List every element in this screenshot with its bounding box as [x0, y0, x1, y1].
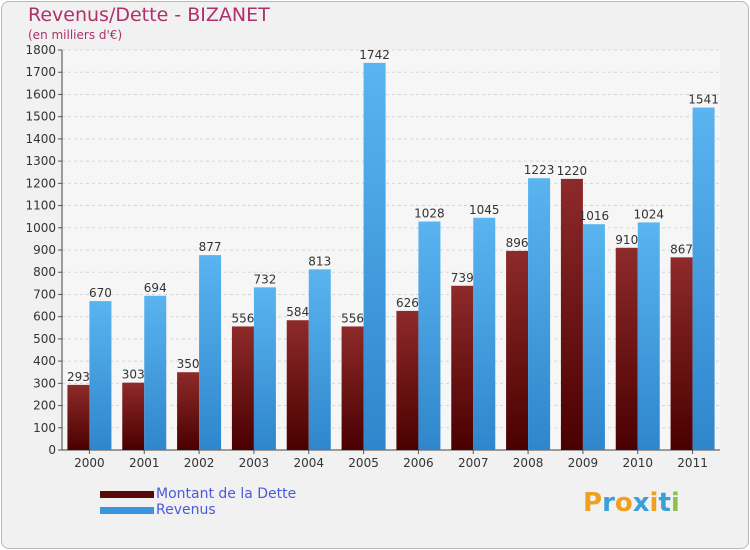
- debt-value-label: 556: [231, 311, 254, 325]
- revenue-value-label: 877: [199, 240, 222, 254]
- debt-bar: [396, 310, 419, 450]
- legend-swatch-dette: [100, 490, 154, 498]
- revenue-value-label: 1028: [414, 207, 445, 221]
- legend-item-dette: Montant de la Dette: [100, 486, 296, 502]
- debt-value-label: 626: [396, 296, 419, 310]
- revenue-value-label: 813: [308, 254, 331, 268]
- debt-bar: [615, 247, 638, 450]
- revenue-bar: [363, 62, 386, 451]
- y-tick-label: 1600: [25, 87, 56, 101]
- revenue-value-label: 1742: [359, 48, 390, 62]
- debt-value-label: 556: [341, 311, 364, 325]
- y-tick-label: 600: [33, 310, 56, 324]
- x-tick-label: 2010: [622, 456, 653, 470]
- revenue-bar: [308, 269, 331, 450]
- y-tick-label: 1800: [25, 43, 56, 57]
- debt-value-label: 910: [615, 233, 638, 247]
- x-tick-label: 2005: [348, 456, 379, 470]
- revenue-bar: [144, 295, 167, 450]
- chart-subtitle: (en milliers d'€): [28, 28, 123, 42]
- revenue-value-label: 694: [144, 281, 167, 295]
- legend-label-revenus: Revenus: [156, 502, 216, 518]
- revenue-value-label: 732: [253, 272, 276, 286]
- debt-value-label: 739: [451, 271, 474, 285]
- x-tick-label: 2004: [293, 456, 324, 470]
- debt-bar: [177, 372, 200, 450]
- debt-bar: [670, 257, 693, 450]
- x-tick-label: 2002: [184, 456, 215, 470]
- x-tick-label: 2008: [513, 456, 544, 470]
- y-tick-label: 700: [33, 287, 56, 301]
- y-tick-label: 300: [33, 376, 56, 390]
- y-tick-label: 100: [33, 421, 56, 435]
- y-tick-label: 500: [33, 332, 56, 346]
- debt-value-label: 584: [286, 305, 309, 319]
- legend-item-revenus: Revenus: [100, 502, 296, 518]
- y-tick-label: 1500: [25, 110, 56, 124]
- y-tick-label: 1100: [25, 199, 56, 213]
- revenue-value-label: 1016: [579, 209, 610, 223]
- legend: Montant de la Dette Revenus: [100, 486, 296, 518]
- revenue-value-label: 1223: [524, 163, 555, 177]
- y-tick-label: 1400: [25, 132, 56, 146]
- logo-letter: i: [670, 488, 680, 518]
- debt-bar: [67, 384, 90, 450]
- y-tick-label: 1200: [25, 176, 56, 190]
- y-tick-label: 1700: [25, 65, 56, 79]
- logo-letter: o: [614, 488, 633, 518]
- revenue-bar: [473, 217, 496, 450]
- revenue-value-label: 670: [89, 286, 112, 300]
- debt-value-label: 293: [67, 370, 90, 384]
- x-tick-label: 2009: [568, 456, 599, 470]
- x-tick-label: 2003: [239, 456, 270, 470]
- y-tick-label: 900: [33, 243, 56, 257]
- y-tick-label: 200: [33, 399, 56, 413]
- debt-bar: [506, 250, 529, 450]
- debt-bar: [231, 326, 254, 450]
- x-tick-label: 2007: [458, 456, 489, 470]
- debt-bar: [122, 382, 145, 450]
- revenue-value-label: 1541: [688, 93, 719, 107]
- legend-swatch-revenus: [100, 506, 154, 514]
- x-tick-label: 2006: [403, 456, 434, 470]
- revenue-bar: [637, 222, 660, 450]
- debt-value-label: 1220: [557, 164, 588, 178]
- debt-value-label: 896: [506, 236, 529, 250]
- y-tick-label: 400: [33, 354, 56, 368]
- logo-letter: P: [583, 488, 603, 518]
- logo-letter: r: [602, 488, 615, 518]
- debt-value-label: 303: [122, 368, 145, 382]
- logo-letter: t: [658, 488, 671, 518]
- debt-value-label: 867: [670, 242, 693, 256]
- proxiti-logo: Proxiti: [583, 488, 680, 518]
- revenue-value-label: 1024: [633, 207, 664, 221]
- revenue-bar: [253, 287, 276, 450]
- legend-label-dette: Montant de la Dette: [156, 486, 297, 502]
- revenue-bar: [199, 255, 222, 450]
- revenue-value-label: 1045: [469, 203, 500, 217]
- debt-bar: [341, 326, 364, 450]
- debt-value-label: 350: [177, 357, 200, 371]
- y-tick-label: 0: [48, 443, 56, 457]
- y-tick-label: 1000: [25, 221, 56, 235]
- debt-bar: [451, 285, 474, 450]
- chart-title: Revenus/Dette - BIZANET: [28, 4, 270, 26]
- revenue-bar: [528, 178, 551, 450]
- y-tick-label: 1300: [25, 154, 56, 168]
- y-tick-label: 800: [33, 265, 56, 279]
- revenue-bar: [89, 301, 112, 450]
- x-tick-label: 2000: [74, 456, 105, 470]
- debt-bar: [560, 178, 583, 450]
- x-tick-label: 2001: [129, 456, 160, 470]
- revenue-bar: [692, 107, 715, 451]
- revenue-bar: [418, 221, 441, 450]
- logo-letter: i: [649, 488, 659, 518]
- debt-bar: [286, 320, 309, 450]
- revenue-bar: [582, 224, 605, 450]
- x-tick-label: 2011: [677, 456, 708, 470]
- logo-letter: x: [632, 488, 650, 518]
